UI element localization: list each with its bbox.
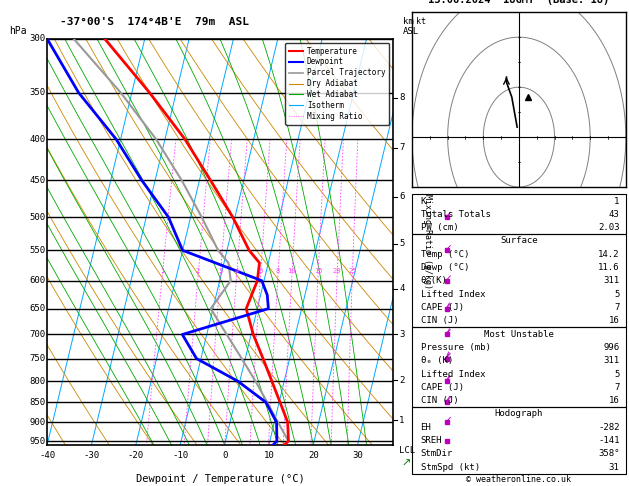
Text: 700: 700	[30, 330, 45, 339]
Text: -37°00'S  174°4B'E  79m  ASL: -37°00'S 174°4B'E 79m ASL	[60, 17, 248, 27]
Text: 450: 450	[30, 176, 45, 185]
Text: 20: 20	[308, 451, 319, 460]
Text: Lifted Index: Lifted Index	[421, 369, 485, 379]
Text: SREH: SREH	[421, 436, 442, 445]
Text: -282: -282	[598, 423, 620, 432]
Text: 550: 550	[30, 246, 45, 255]
Text: 750: 750	[30, 354, 45, 363]
Text: 31: 31	[609, 463, 620, 472]
Text: 4: 4	[399, 284, 404, 293]
Text: 950: 950	[30, 436, 45, 446]
Text: 7: 7	[614, 303, 620, 312]
Text: 5: 5	[614, 369, 620, 379]
Text: CIN (J): CIN (J)	[421, 316, 458, 325]
Text: Dewp (°C): Dewp (°C)	[421, 263, 469, 272]
Text: 14.2: 14.2	[598, 250, 620, 259]
Text: 5: 5	[399, 240, 404, 248]
Text: Most Unstable: Most Unstable	[484, 330, 554, 339]
Text: CIN (J): CIN (J)	[421, 396, 458, 405]
Text: © weatheronline.co.uk: © weatheronline.co.uk	[467, 474, 571, 484]
Text: EH: EH	[421, 423, 431, 432]
Bar	[412, 194, 626, 234]
Text: θₑ (K): θₑ (K)	[421, 356, 453, 365]
Bar	[412, 234, 626, 328]
Text: 311: 311	[603, 356, 620, 365]
Text: -10: -10	[172, 451, 188, 460]
Text: kt: kt	[416, 17, 426, 26]
Text: K: K	[421, 196, 426, 206]
Bar	[412, 407, 626, 474]
Text: 996: 996	[603, 343, 620, 352]
Text: -40: -40	[39, 451, 55, 460]
Text: 2.03: 2.03	[598, 223, 620, 232]
Text: 300: 300	[30, 35, 45, 43]
Text: 600: 600	[30, 276, 45, 285]
Text: 16: 16	[609, 316, 620, 325]
Text: 10: 10	[287, 268, 296, 274]
Text: PW (cm): PW (cm)	[421, 223, 458, 232]
Text: 15: 15	[314, 268, 322, 274]
Text: -30: -30	[84, 451, 99, 460]
Text: CAPE (J): CAPE (J)	[421, 303, 464, 312]
Text: 16: 16	[609, 396, 620, 405]
Text: Mixing Ratio (g/kg): Mixing Ratio (g/kg)	[423, 194, 432, 289]
Text: 4: 4	[235, 268, 239, 274]
Text: Surface: Surface	[500, 237, 538, 245]
Text: 13.06.2024  18GMT  (Base: 18): 13.06.2024 18GMT (Base: 18)	[428, 0, 610, 5]
Text: 311: 311	[603, 277, 620, 285]
Text: 43: 43	[609, 210, 620, 219]
Text: -20: -20	[128, 451, 144, 460]
Text: 7: 7	[614, 383, 620, 392]
Text: 8: 8	[399, 93, 404, 102]
Text: 2: 2	[196, 268, 200, 274]
Text: Temp (°C): Temp (°C)	[421, 250, 469, 259]
Text: Hodograph: Hodograph	[495, 410, 543, 418]
Text: 20: 20	[333, 268, 342, 274]
Text: 0: 0	[222, 451, 227, 460]
Text: 11.6: 11.6	[598, 263, 620, 272]
Text: Dewpoint / Temperature (°C): Dewpoint / Temperature (°C)	[136, 474, 304, 484]
Text: -141: -141	[598, 436, 620, 445]
Text: 400: 400	[30, 135, 45, 144]
Text: 900: 900	[30, 417, 45, 427]
Text: Pressure (mb): Pressure (mb)	[421, 343, 491, 352]
Text: 7: 7	[399, 143, 404, 153]
Text: 650: 650	[30, 304, 45, 313]
Text: 6: 6	[399, 192, 404, 202]
Text: StmDir: StmDir	[421, 450, 453, 458]
Text: 6: 6	[259, 268, 262, 274]
Text: 10: 10	[264, 451, 274, 460]
Text: Totals Totals: Totals Totals	[421, 210, 491, 219]
Text: 1: 1	[614, 196, 620, 206]
Text: 25: 25	[348, 268, 357, 274]
Text: km
ASL: km ASL	[403, 17, 419, 36]
Text: 500: 500	[30, 212, 45, 222]
Text: 1: 1	[160, 268, 164, 274]
Text: θₑ(K): θₑ(K)	[421, 277, 447, 285]
Text: 5: 5	[614, 290, 620, 299]
Text: 358°: 358°	[598, 450, 620, 458]
Text: CAPE (J): CAPE (J)	[421, 383, 464, 392]
Text: 3: 3	[399, 330, 404, 339]
Text: 850: 850	[30, 398, 45, 407]
Text: ↗: ↗	[401, 459, 410, 469]
Text: 30: 30	[352, 451, 363, 460]
Text: LCL: LCL	[399, 446, 416, 454]
Text: Lifted Index: Lifted Index	[421, 290, 485, 299]
Text: 2: 2	[399, 376, 404, 385]
Text: 1: 1	[399, 416, 404, 425]
Text: 350: 350	[30, 88, 45, 97]
Bar	[412, 328, 626, 407]
Legend: Temperature, Dewpoint, Parcel Trajectory, Dry Adiabat, Wet Adiabat, Isotherm, Mi: Temperature, Dewpoint, Parcel Trajectory…	[286, 43, 389, 125]
Text: StmSpd (kt): StmSpd (kt)	[421, 463, 480, 472]
Text: hPa: hPa	[9, 26, 27, 36]
Text: 800: 800	[30, 377, 45, 385]
Text: 8: 8	[276, 268, 280, 274]
Text: 3: 3	[218, 268, 223, 274]
